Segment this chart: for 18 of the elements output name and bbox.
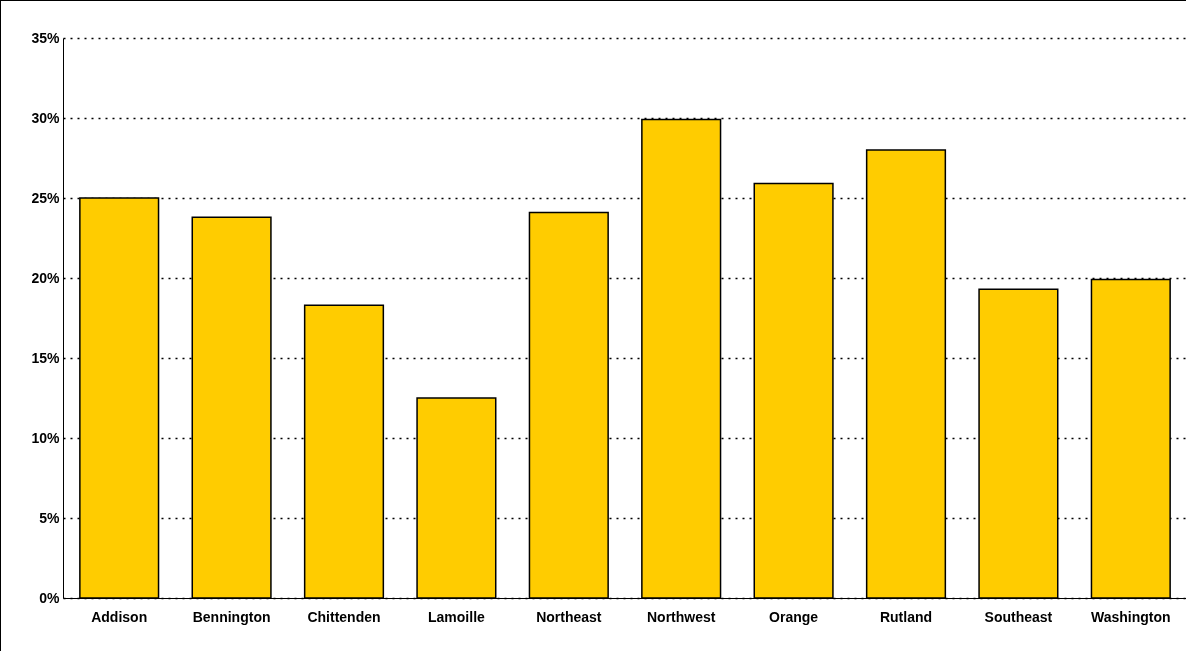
x-tick-label: Bennington xyxy=(192,608,271,625)
y-tick-label: 25% xyxy=(31,189,61,206)
x-tick-label: Addison xyxy=(91,608,148,625)
x-tick-label: Northeast xyxy=(536,608,602,625)
y-tick-label: 0% xyxy=(39,589,61,606)
y-tick-label: 30% xyxy=(31,109,61,126)
x-tick-label: Southeast xyxy=(984,608,1053,625)
x-tick-label: Orange xyxy=(769,608,819,625)
y-tick-label: 10% xyxy=(31,429,61,446)
x-tick-label: Washington xyxy=(1091,608,1171,625)
x-tick-label: Lamoille xyxy=(428,608,486,625)
x-tick-label: Northwest xyxy=(646,608,716,625)
y-tick-label: 20% xyxy=(31,269,61,286)
y-tick-label: 5% xyxy=(39,509,61,526)
y-tick-label: 15% xyxy=(31,349,61,366)
x-tick-label: Rutland xyxy=(879,608,933,625)
y-tick-label: 35% xyxy=(31,29,61,46)
x-tick-label: Chittenden xyxy=(307,608,381,625)
